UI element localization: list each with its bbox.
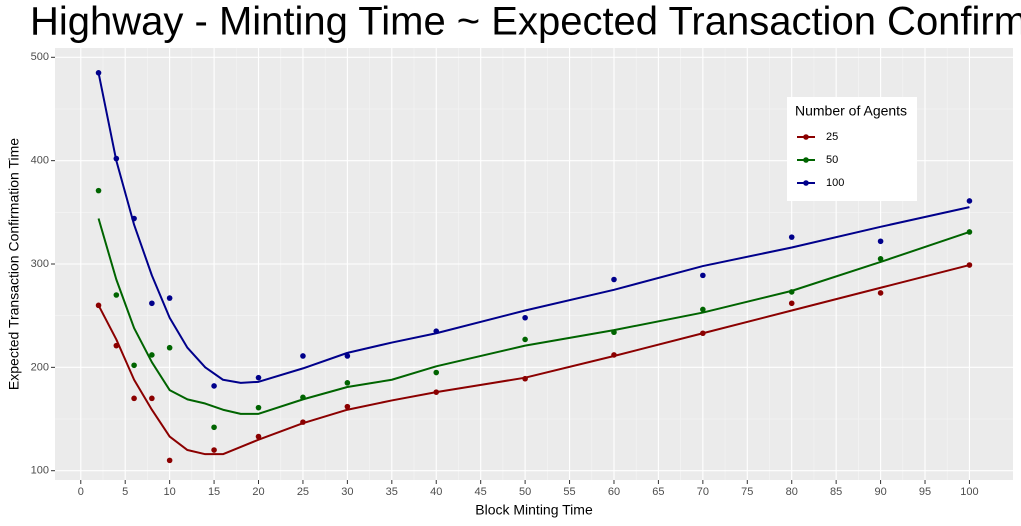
x-tick-label: 20	[252, 486, 264, 498]
point	[113, 292, 120, 298]
point	[966, 262, 973, 268]
x-tick-label: 45	[475, 486, 487, 498]
point	[611, 352, 617, 358]
point	[522, 314, 528, 321]
point	[300, 353, 306, 359]
x-tick-label: 55	[563, 486, 575, 498]
point	[95, 187, 102, 194]
point	[966, 229, 973, 235]
x-tick-label: 40	[430, 486, 442, 498]
x-tick-label: 95	[919, 486, 931, 498]
legend-title: Number of Agents	[795, 103, 907, 119]
x-tick-label: 90	[874, 486, 886, 498]
x-tick-label: 5	[122, 486, 128, 498]
legend-key-point	[803, 180, 809, 186]
point	[211, 424, 217, 431]
point	[522, 375, 528, 382]
point	[344, 403, 351, 410]
x-tick-label: 70	[697, 486, 709, 498]
y-tick-label: 200	[31, 361, 49, 373]
x-tick-label: 10	[164, 486, 176, 498]
point	[344, 353, 351, 359]
x-tick-label: 30	[341, 486, 353, 498]
point	[300, 394, 306, 401]
point	[131, 395, 137, 402]
point	[433, 389, 440, 395]
x-tick-label: 100	[960, 486, 978, 498]
legend-label: 25	[826, 131, 838, 143]
point	[149, 300, 155, 307]
x-tick-label: 50	[519, 486, 531, 498]
x-tick-label: 25	[297, 486, 309, 498]
x-tick-label: 15	[208, 486, 220, 498]
legend-key-point	[803, 157, 809, 163]
grid	[55, 48, 1013, 480]
point	[877, 238, 884, 245]
point	[433, 369, 440, 376]
smooth-line	[97, 72, 970, 384]
point	[700, 330, 706, 337]
point	[433, 328, 440, 334]
point	[611, 329, 617, 336]
point	[788, 300, 795, 307]
point	[966, 198, 973, 204]
point	[877, 290, 884, 296]
point	[113, 342, 120, 349]
x-tick-label: 80	[786, 486, 798, 498]
x-tick-label: 60	[608, 486, 620, 498]
x-tick-label: 65	[652, 486, 664, 498]
point	[113, 155, 120, 162]
legend-label: 100	[826, 177, 844, 189]
point	[700, 272, 706, 279]
point	[255, 404, 262, 411]
point	[166, 457, 173, 464]
y-axis-label: Expected Transaction Confirmation Time	[6, 138, 22, 390]
x-tick-label: 75	[741, 486, 753, 498]
point	[149, 352, 155, 358]
point	[166, 295, 173, 301]
y-tick-label: 300	[31, 258, 49, 270]
point	[522, 336, 528, 343]
x-tick-label: 85	[830, 486, 842, 498]
point	[700, 306, 706, 313]
x-tick-label: 0	[78, 486, 84, 498]
point	[95, 302, 102, 309]
point	[255, 433, 262, 440]
smooth-line	[97, 264, 970, 456]
point	[788, 234, 795, 240]
point	[131, 215, 137, 222]
y-tick-label: 500	[31, 51, 49, 63]
point	[211, 447, 217, 453]
point	[300, 419, 306, 425]
x-axis-label: Block Minting Time	[475, 502, 593, 518]
smooth-line	[97, 218, 970, 415]
point	[344, 380, 351, 386]
point	[166, 344, 173, 351]
point	[131, 362, 137, 369]
legend-key-point	[803, 134, 809, 140]
marks	[95, 70, 973, 464]
legend-label: 50	[826, 154, 838, 166]
y-tick-label: 400	[31, 155, 49, 167]
point	[611, 276, 617, 283]
point	[95, 70, 102, 76]
point	[149, 395, 155, 402]
point	[877, 256, 884, 262]
legend: Number of Agents 25 50 100	[787, 97, 917, 201]
x-tick-label: 35	[386, 486, 398, 498]
chart-title: Highway - Minting Time ~ Expected Transa…	[30, 0, 1021, 44]
point	[211, 383, 217, 389]
point	[788, 289, 795, 295]
point	[255, 374, 262, 381]
y-tick-label: 100	[31, 465, 49, 477]
